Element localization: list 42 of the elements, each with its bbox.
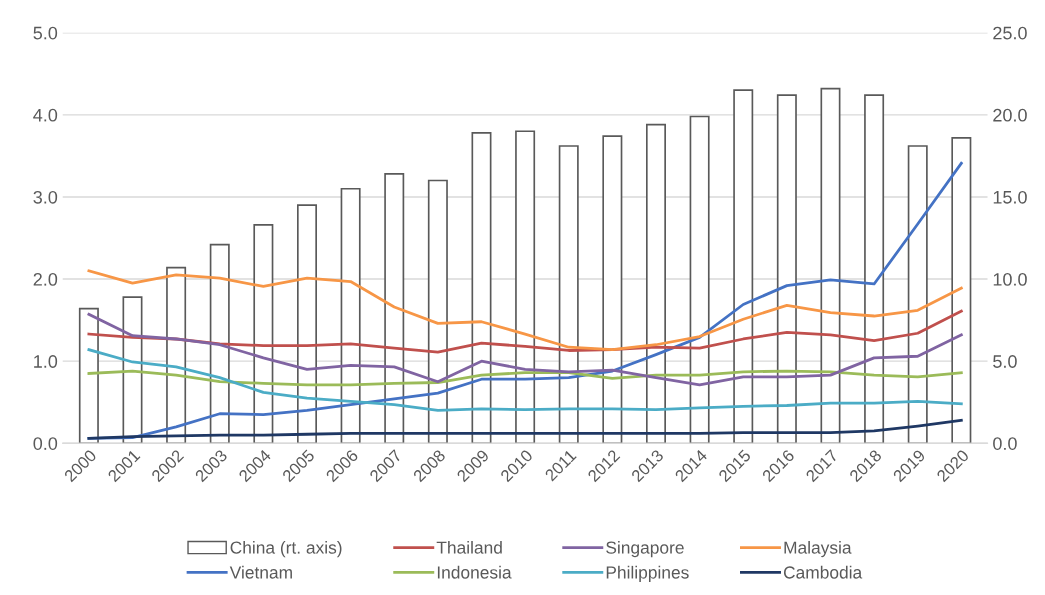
y2-tick-label: 25.0	[993, 26, 1027, 40]
legend-label: Thailand	[436, 541, 502, 554]
y2-tick-label: 15.0	[993, 190, 1027, 204]
bar	[515, 130, 536, 444]
y-tick-label: 2.0	[33, 272, 58, 286]
bar	[209, 243, 230, 444]
bar	[776, 94, 797, 444]
bar	[820, 87, 841, 444]
legend-label: Singapore	[606, 541, 684, 558]
legend-label: Malaysia	[784, 541, 852, 558]
legend-label: Philippines	[606, 565, 689, 583]
bar	[78, 307, 99, 444]
y2-tick-label: 0.0	[993, 437, 1017, 450]
y-tick-label: 3.0	[33, 190, 58, 204]
bar	[951, 136, 972, 444]
bar	[689, 115, 710, 444]
bar	[340, 187, 361, 444]
bar	[427, 179, 448, 444]
y-tick-label: 1.0	[34, 355, 58, 368]
line-series	[87, 369, 963, 387]
bar	[864, 94, 885, 444]
bar	[253, 224, 274, 444]
line-series	[87, 312, 963, 387]
line-series	[87, 348, 963, 412]
legend-label: Vietnam	[229, 565, 292, 579]
line-series	[87, 269, 963, 352]
y-tick-label: 5.0	[33, 26, 58, 40]
line-series	[87, 418, 963, 440]
y2-tick-label: 10.0	[993, 272, 1027, 286]
bar	[733, 89, 754, 444]
y2-tick-label: 5.0	[993, 355, 1017, 368]
y-tick-label: 4.0	[33, 108, 58, 122]
y-tick-label: 0.0	[33, 437, 58, 450]
legend-label: China (rt. axis)	[230, 541, 342, 558]
bar	[471, 132, 492, 444]
bar	[645, 123, 666, 444]
bar	[384, 173, 405, 444]
bar	[602, 135, 623, 444]
legend-label: Indonesia	[437, 565, 512, 579]
bar	[907, 145, 928, 444]
y2-tick-label: 20.0	[993, 108, 1027, 122]
legend-label: Cambodia	[783, 565, 863, 579]
